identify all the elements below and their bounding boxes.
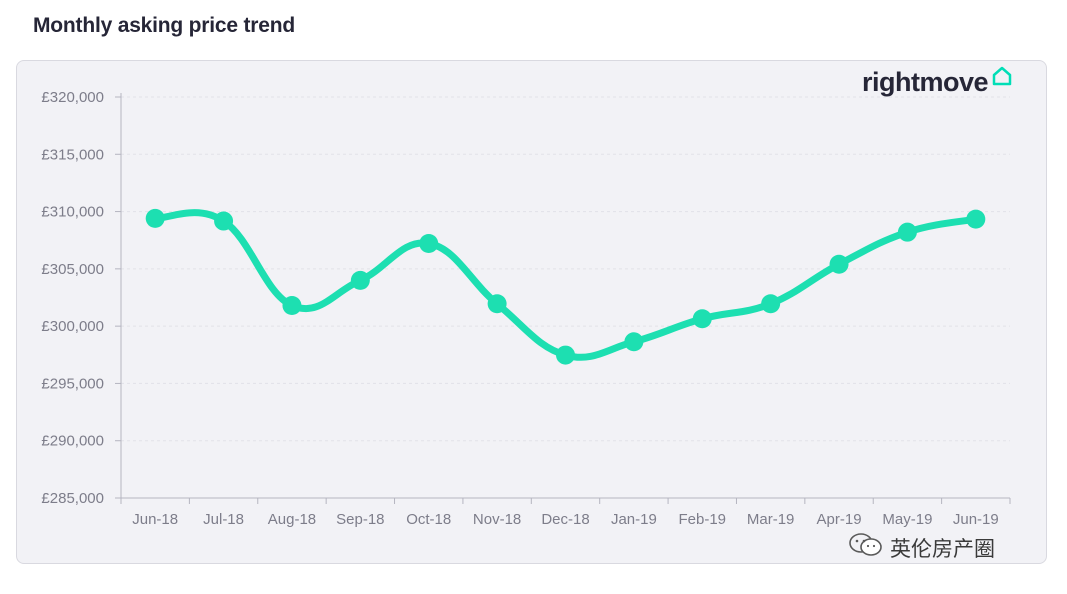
x-tick-label: Jun-18	[132, 511, 178, 528]
watermark: 英伦房产圈	[848, 532, 995, 563]
watermark-text: 英伦房产圈	[890, 536, 995, 561]
house-icon	[991, 65, 1013, 92]
x-tick-label: Jan-19	[611, 511, 657, 528]
x-tick-label: Sep-18	[336, 511, 384, 528]
x-tick-label: Jul-18	[203, 511, 244, 528]
y-tick-label: £295,000	[41, 375, 104, 392]
brand-name: rightmove	[862, 67, 989, 97]
x-tick-label: Mar-19	[747, 511, 795, 528]
x-tick-label: Oct-18	[406, 511, 451, 528]
y-tick-label: £310,000	[41, 204, 104, 221]
wechat-icon	[848, 532, 884, 563]
page-title: Monthly asking price trend	[33, 14, 296, 37]
y-tick-label: £285,000	[41, 490, 104, 507]
x-tick-label: Feb-19	[679, 511, 727, 528]
x-tick-label: Jun-19	[953, 511, 999, 528]
data-point	[692, 309, 712, 329]
data-point	[419, 234, 439, 254]
data-point	[761, 294, 781, 314]
y-tick-label: £320,000	[41, 89, 104, 106]
y-tick-label: £290,000	[41, 433, 104, 450]
data-point	[624, 332, 644, 352]
data-point	[487, 294, 507, 314]
brand-logo: rightmove	[862, 65, 1013, 98]
x-tick-label: May-19	[882, 511, 932, 528]
data-point	[829, 254, 849, 274]
data-point	[556, 345, 575, 365]
series-line	[151, 209, 980, 361]
y-tick-label: £315,000	[41, 146, 104, 163]
data-point	[145, 208, 165, 228]
data-point	[897, 222, 917, 242]
y-tick-label: £300,000	[41, 318, 104, 335]
x-tick-label: Aug-18	[268, 511, 316, 528]
x-tick-label: Dec-18	[541, 511, 589, 528]
x-tick-label: Nov-18	[473, 511, 521, 528]
y-tick-label: £305,000	[41, 261, 104, 278]
data-point	[966, 209, 986, 229]
chart-card	[16, 60, 1047, 564]
data-point	[350, 270, 370, 290]
x-tick-label: Apr-19	[817, 511, 862, 528]
data-point	[214, 211, 234, 231]
data-point	[282, 295, 302, 315]
